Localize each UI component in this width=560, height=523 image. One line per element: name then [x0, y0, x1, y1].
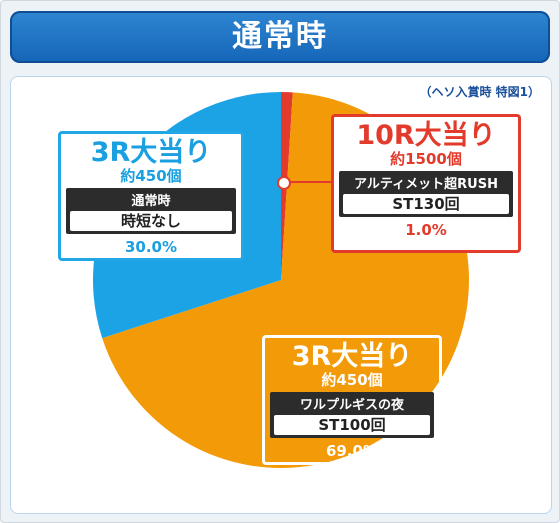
card-mode: ワルプルギスの夜 ST100回 — [270, 392, 434, 438]
card-percent: 30.0% — [124, 238, 178, 256]
card-3r-st: 3R大当り 約450個 ワルプルギスの夜 ST100回 69.0% — [262, 335, 442, 465]
card-mode-sub: ST130回 — [343, 194, 509, 214]
header-bar: 通常時 — [10, 11, 550, 63]
card-percent: 69.0% — [325, 442, 379, 460]
card-title: 3R大当り — [90, 137, 212, 168]
card-title: 10R大当り — [356, 120, 496, 151]
condition-note: （ヘソ入賞時 特図1） — [419, 85, 540, 99]
callout-dot — [277, 176, 291, 190]
card-10r: 10R大当り 約1500個 アルティメット超RUSH ST130回 1.0% — [331, 114, 521, 253]
card-mode-sub: 時短なし — [70, 211, 232, 231]
card-payout: 約450個 — [120, 167, 182, 185]
card-payout: 約450個 — [321, 371, 383, 389]
card-percent: 1.0% — [405, 221, 447, 239]
page-title: 通常時 — [232, 19, 328, 54]
card-mode: アルティメット超RUSH ST130回 — [339, 171, 513, 217]
callout-line — [289, 181, 333, 183]
card-mode-label: ワルプルギスの夜 — [299, 398, 404, 413]
card-mode-sub: ST100回 — [274, 415, 430, 435]
card-payout: 約1500個 — [390, 150, 462, 168]
card-title: 3R大当り — [291, 341, 413, 372]
card-mode-label: 通常時 — [131, 194, 171, 209]
card-mode-label: アルティメット超RUSH — [354, 177, 498, 192]
card-mode: 通常時 時短なし — [66, 188, 236, 234]
card-3r-normal: 3R大当り 約450個 通常時 時短なし 30.0% — [58, 131, 244, 261]
